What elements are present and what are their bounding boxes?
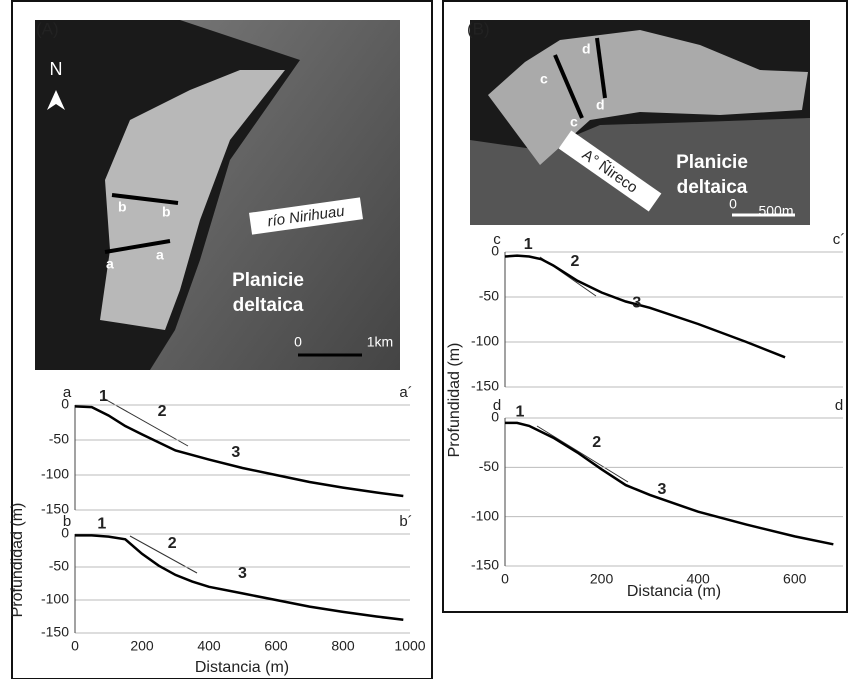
x-axis-title: Distancia (m) (627, 583, 721, 600)
y-tick-label: -100 (471, 507, 499, 523)
annotation: 3 (231, 444, 240, 461)
profile-mark: d (596, 97, 605, 113)
y-tick-label: -50 (49, 431, 69, 447)
profile-end: b´ (399, 513, 412, 530)
x-tick-label: 0 (501, 571, 509, 587)
y-tick-label: -50 (49, 558, 69, 574)
y-tick-label: -100 (41, 591, 69, 607)
profile-start: d (493, 397, 501, 414)
profile-mark: b (118, 199, 127, 215)
profile-mark: a (106, 256, 114, 272)
place-label: Planicie (232, 270, 304, 291)
x-axis-title: Distancia (m) (195, 659, 289, 676)
annotation: 1 (97, 515, 106, 532)
profile-mark: d (582, 41, 591, 57)
annotation: 1 (524, 236, 533, 253)
north-label: N (814, 31, 827, 51)
annotation: 3 (238, 565, 247, 582)
scale-label: 500m (758, 203, 793, 219)
annotation: 2 (592, 434, 601, 451)
north-arrow (810, 58, 830, 80)
figure: (A) N río Nirihuau Planicie deltaica 0 1… (0, 0, 848, 679)
north-label: N (50, 59, 63, 79)
y-tick-label: -150 (471, 557, 499, 573)
profile-mark: b (162, 204, 171, 220)
profile-start: c (493, 231, 501, 248)
place-label: Planicie (676, 152, 748, 173)
y-axis-title: Profundidad (m) (9, 503, 26, 618)
annotation: 3 (657, 481, 666, 498)
x-tick-label: 600 (264, 638, 288, 654)
y-tick-label: -50 (479, 288, 499, 304)
y-tick-label: -150 (471, 378, 499, 394)
scale-label: 0 (729, 196, 737, 212)
y-tick-label: -50 (479, 458, 499, 474)
profile-line (505, 423, 833, 544)
x-tick-label: 800 (331, 638, 355, 654)
annotation: 1 (516, 403, 525, 420)
slope-marker (537, 426, 628, 482)
profile-mark: c (540, 71, 548, 87)
x-tick-label: 400 (197, 638, 221, 654)
place-label: deltaica (233, 295, 304, 316)
panel-label: (A) (36, 19, 59, 38)
profile-start: a (63, 384, 72, 401)
y-tick-label: -150 (41, 624, 69, 640)
x-tick-label: 0 (71, 638, 79, 654)
y-axis-title: Profundidad (m) (446, 343, 463, 458)
scale-label: 0 (294, 334, 302, 350)
profile-mark: c (570, 114, 578, 130)
y-tick-label: -100 (41, 466, 69, 482)
scale-label: 1km (367, 334, 393, 350)
annotation: 3 (632, 295, 641, 312)
y-tick-label: -100 (471, 333, 499, 349)
annotation: 1 (99, 388, 108, 405)
x-tick-label: 200 (130, 638, 154, 654)
annotation: 2 (168, 535, 177, 552)
annotation: 2 (158, 403, 167, 420)
profile-mark: a (156, 247, 164, 263)
place-label: deltaica (677, 177, 748, 198)
profile-end: a´ (399, 384, 412, 401)
profile-end: d (835, 397, 843, 414)
x-tick-label: 1000 (394, 638, 425, 654)
panel-label: (B) (467, 19, 490, 38)
x-tick-label: 200 (590, 571, 614, 587)
profile-end: c´ (833, 231, 846, 248)
annotation: 2 (571, 253, 580, 270)
x-tick-label: 600 (783, 571, 807, 587)
profile-start: b (63, 513, 71, 530)
